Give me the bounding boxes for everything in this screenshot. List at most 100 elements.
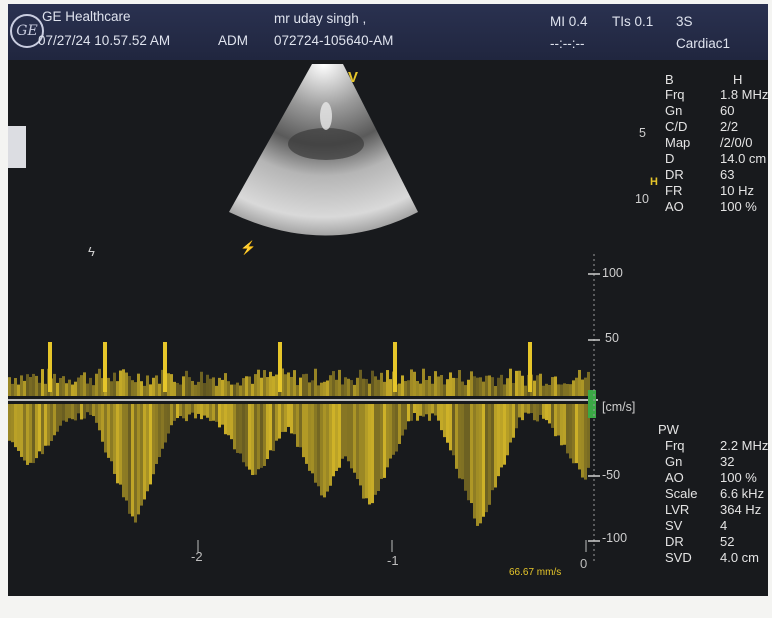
spectrum-column — [482, 381, 485, 396]
spectrum-column — [38, 382, 41, 396]
spectrum-column — [461, 381, 464, 396]
spectrum-column — [47, 404, 50, 446]
spectrum-column — [299, 404, 302, 448]
spectrum-column — [467, 404, 470, 501]
spectrum-column — [290, 404, 293, 434]
spectrum-column — [299, 377, 302, 396]
spectrum-column — [227, 381, 230, 396]
spectrum-column — [62, 404, 65, 421]
spectrum-spike — [528, 342, 532, 392]
spectrum-column — [461, 404, 464, 480]
spectrum-column — [434, 404, 437, 416]
spectrum-column — [194, 384, 197, 396]
doppler-value-sv: 4 — [720, 518, 728, 533]
spectrum-column — [287, 372, 290, 396]
spectrum-column — [125, 404, 128, 501]
spectrum-column — [302, 404, 305, 458]
preset-name: Cardiac1 — [676, 36, 731, 51]
cardiac-valve — [320, 102, 332, 130]
spectrum-column — [113, 372, 116, 396]
spectrum-column — [473, 404, 476, 519]
bmode-label-gn: Gn — [665, 103, 683, 118]
spectrum-column — [335, 379, 338, 396]
spectrum-column — [407, 380, 410, 396]
spectrum-column — [308, 382, 311, 396]
spectrum-column — [221, 404, 224, 425]
spectrum-column — [119, 404, 122, 485]
spectrum-column — [203, 383, 206, 396]
spectrum-column — [77, 404, 80, 414]
spectrum-column — [527, 404, 530, 414]
bolt-icon-2: ϟ — [88, 244, 95, 259]
spectrum-column — [464, 404, 467, 491]
spectrum-column — [68, 404, 71, 419]
spectrum-column — [14, 404, 17, 448]
velocity-tick-neg100: -100 — [602, 531, 628, 545]
spectrum-column — [92, 385, 95, 396]
spectrum-column — [179, 384, 182, 396]
spectrum-column — [83, 404, 86, 419]
spectrum-column — [575, 377, 578, 396]
spectrum-column — [377, 379, 380, 396]
spectrum-column — [242, 378, 245, 396]
spectrum-column — [44, 383, 47, 396]
spectrum-column — [80, 404, 83, 420]
spectrum-column — [203, 404, 206, 416]
spectrum-column — [494, 385, 497, 396]
spectrum-column — [398, 383, 401, 396]
spectrum-column — [197, 404, 200, 414]
spectrum-column — [170, 374, 173, 396]
spectrum-column — [167, 373, 170, 396]
spectrum-column — [329, 375, 332, 396]
spectrum-column — [455, 378, 458, 396]
spectrum-column — [479, 404, 482, 524]
spectrum-column — [371, 370, 374, 396]
spectrum-column — [293, 370, 296, 396]
spectrum-column — [20, 404, 23, 457]
spectrum-column — [269, 404, 272, 451]
spectrum-column — [557, 384, 560, 396]
spectrum-column — [65, 383, 68, 396]
velocity-unit: [cm/s] — [602, 400, 636, 414]
spectrum-column — [422, 404, 425, 417]
doppler-value-dr: 52 — [720, 534, 735, 549]
ultrasound-frame: GE GE Healthcare 07/27/24 10.57.52 AM AD… — [8, 4, 768, 596]
spectrum-column — [518, 404, 521, 418]
spectrum-spike — [163, 342, 167, 392]
spectrum-column — [305, 373, 308, 396]
spectrum-column — [251, 404, 254, 476]
velocity-tick-neg50: -50 — [602, 468, 621, 482]
time-tick-0: 0 — [580, 556, 588, 571]
spectrum-column — [191, 404, 194, 413]
spectrum-column — [455, 404, 458, 469]
spectrum-spike — [278, 342, 282, 392]
spectrum-column — [449, 404, 452, 451]
spectrum-column — [209, 378, 212, 396]
spectrum-marks — [8, 342, 590, 526]
spectrum-column — [500, 374, 503, 396]
spectrum-column — [485, 375, 488, 396]
cardiac-chamber — [288, 128, 364, 160]
spectrum-column — [206, 404, 209, 418]
spectrum-column — [221, 379, 224, 396]
spectrum-column — [146, 404, 149, 492]
depth-10: 10 — [635, 192, 649, 206]
spectrum-column — [470, 371, 473, 396]
spectrum-column — [338, 404, 341, 468]
spectrum-column — [557, 404, 560, 436]
spectrum-column — [401, 404, 404, 436]
spectrum-column — [311, 380, 314, 396]
spectrum-column — [26, 374, 29, 396]
spectrum-column — [77, 377, 80, 396]
spectrum-column — [152, 377, 155, 396]
spectrum-column — [191, 380, 194, 396]
spectrum-column — [365, 378, 368, 396]
spectrum-column — [260, 404, 263, 468]
doppler-value-scale: 6.6 kHz — [720, 486, 765, 501]
spectrum-column — [140, 381, 143, 396]
spectrum-column — [56, 404, 59, 432]
spectrum-column — [314, 404, 317, 483]
probe-name: 3S — [676, 14, 693, 29]
spectrum-column — [344, 404, 347, 457]
spectrum-column — [419, 404, 422, 416]
